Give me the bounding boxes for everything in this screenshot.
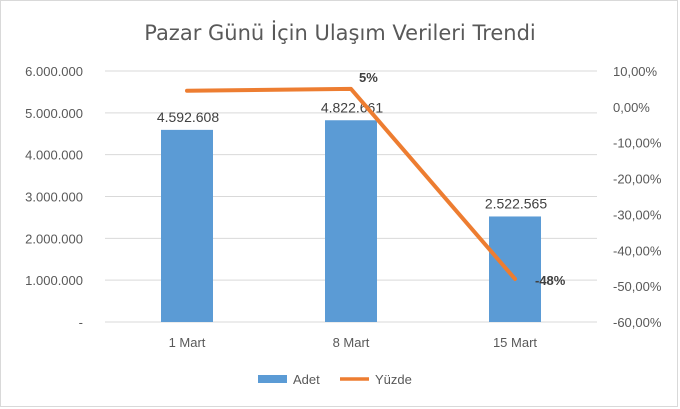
y-left-tick-label: 4.000.000 [25, 148, 83, 163]
x-tick-label: 15 Mart [493, 335, 537, 350]
legend: Adet Yüzde [258, 372, 412, 387]
legend-label-adet: Adet [293, 372, 320, 387]
series-line-yuzde [185, 86, 517, 281]
y-right-tick-label: 10,00% [613, 64, 658, 79]
y-right-tick-label: -50,00% [613, 279, 662, 294]
y-axis-right: -60,00% -50,00% -40,00% -30,00% -20,00% -10,0… [613, 64, 662, 330]
chart-title: Pazar Günü İçin Ulaşım Verileri Trendi [144, 20, 536, 45]
y-left-tick-label: 2.000.000 [25, 231, 83, 246]
x-tick-label: 1 Mart [169, 335, 206, 350]
y-left-tick-label: 6.000.000 [25, 64, 83, 79]
line-data-labels: 5% -48% [359, 70, 566, 288]
y-right-tick-label: -60,00% [613, 315, 662, 330]
line-series [185, 86, 517, 281]
x-tick-label: 8 Mart [333, 335, 370, 350]
y-left-tick-label: 5.000.000 [25, 106, 83, 121]
legend-label-yuzde: Yüzde [375, 372, 412, 387]
bar-value-label: 2.522.565 [485, 195, 547, 211]
y-right-tick-label: -30,00% [613, 207, 662, 222]
y-left-tick-label: 1.000.000 [25, 273, 83, 288]
bar [161, 129, 213, 322]
y-right-tick-label: -20,00% [613, 172, 662, 187]
legend-swatch-adet [258, 375, 287, 383]
bar [325, 120, 377, 322]
y-left-tick-label: 3.000.000 [25, 190, 83, 205]
x-axis: 1 Mart 8 Mart 15 Mart [169, 335, 538, 350]
line-value-label: -48% [535, 273, 566, 288]
y-axis-left: - 1.000.000 2.000.000 3.000.000 4.000.000 5.0… [25, 64, 83, 330]
y-right-tick-label: 0,00% [613, 100, 650, 115]
bar-value-label: 4.592.608 [157, 109, 219, 125]
bar [489, 216, 541, 322]
y-left-tick-label: - [79, 315, 83, 330]
y-right-tick-label: -10,00% [613, 136, 662, 151]
y-right-tick-label: -40,00% [613, 243, 662, 258]
line-value-label: 5% [359, 70, 378, 85]
bar-series [161, 120, 541, 322]
